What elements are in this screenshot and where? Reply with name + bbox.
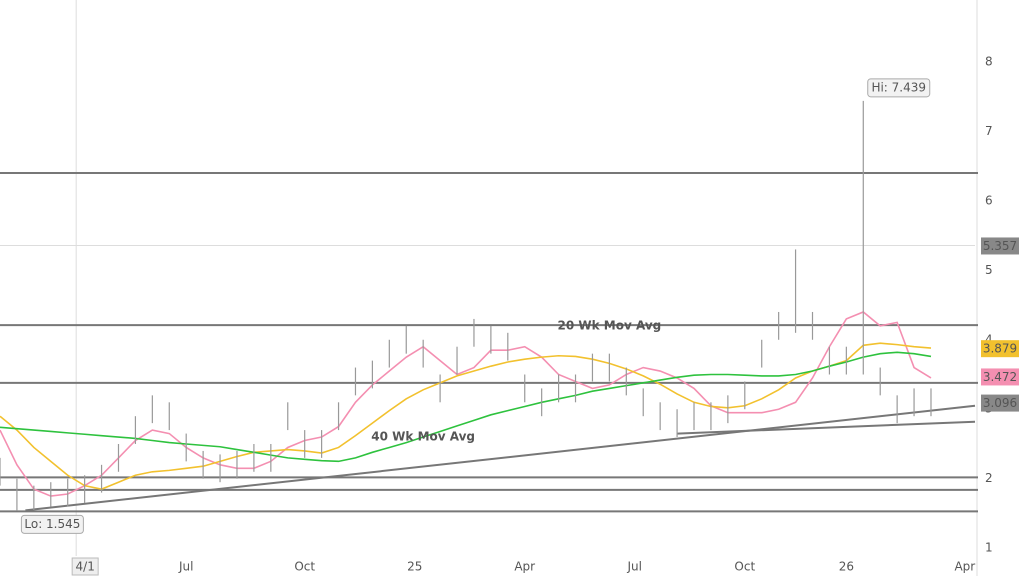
y-tick-label: 2 bbox=[985, 471, 993, 485]
x-tick-label: Oct bbox=[294, 560, 315, 574]
crosshair-label: 4/1 bbox=[76, 560, 95, 574]
moving-average bbox=[0, 351, 932, 463]
x-tick-label: 26 bbox=[839, 560, 854, 574]
x-tick-label: Jul bbox=[178, 560, 193, 574]
price-tag bbox=[981, 340, 1019, 358]
price-tag-label: 5.357 bbox=[983, 239, 1017, 253]
y-tick-label: 7 bbox=[985, 124, 993, 138]
price-tag bbox=[981, 394, 1019, 412]
trendline bbox=[25, 404, 976, 512]
annotation: Hi: 7.439 bbox=[871, 80, 926, 94]
price-tag-label: 3.879 bbox=[983, 342, 1017, 356]
annotation: 20 Wk Mov Avg bbox=[558, 318, 662, 332]
y-tick-label: 5 bbox=[985, 263, 993, 277]
trendline bbox=[677, 420, 976, 435]
price-tag bbox=[981, 368, 1019, 386]
crosshair-tag bbox=[71, 557, 99, 576]
price-tag-label: 3.096 bbox=[983, 396, 1017, 410]
annotation: 40 Wk Mov Avg bbox=[371, 430, 475, 444]
x-tick-label: Apr bbox=[954, 560, 975, 574]
x-tick-label: Oct bbox=[734, 560, 755, 574]
price-tag bbox=[981, 237, 1019, 255]
y-tick-label: 6 bbox=[985, 193, 993, 207]
annotation-box bbox=[867, 78, 931, 98]
y-tick-label: 1 bbox=[985, 541, 993, 555]
moving-average bbox=[0, 311, 932, 497]
y-tick-label: 8 bbox=[985, 54, 993, 68]
y-tick-label: 4 bbox=[985, 332, 993, 346]
x-tick-label: Jul bbox=[627, 560, 642, 574]
price-tag-label: 3.472 bbox=[983, 370, 1017, 384]
moving-average bbox=[0, 342, 932, 490]
x-tick-label: 25 bbox=[407, 560, 422, 574]
x-tick-label: Apr bbox=[514, 560, 535, 574]
annotation: Lo: 1.545 bbox=[24, 517, 80, 531]
annotation-box bbox=[20, 514, 84, 534]
